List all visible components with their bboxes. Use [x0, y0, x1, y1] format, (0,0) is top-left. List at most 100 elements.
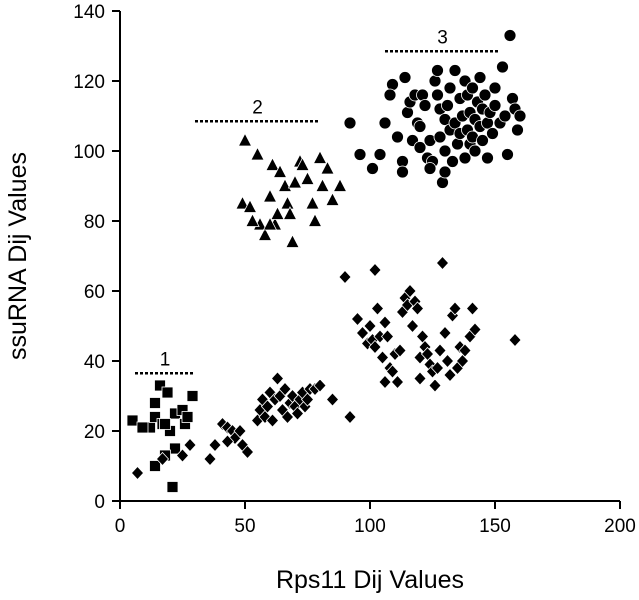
circle-point [353, 148, 367, 161]
diamond-point [508, 332, 522, 348]
diamond-point [375, 350, 390, 365]
y-tick-label: 40 [84, 352, 105, 373]
circle-point [441, 99, 454, 112]
triangle-point [332, 178, 348, 192]
diamond-point [233, 423, 247, 439]
triangle-point [262, 188, 278, 203]
circle-point [438, 165, 452, 179]
circle-point [343, 116, 357, 130]
diamond-point [203, 451, 217, 467]
diamond-point [370, 301, 385, 316]
circle-point [383, 88, 397, 102]
circle-point [451, 137, 464, 151]
triangle-point [245, 213, 260, 227]
diamond-point [430, 360, 445, 376]
diamond-point [433, 343, 447, 358]
circle-point [496, 60, 509, 74]
square-point [169, 442, 181, 455]
diamond-point [368, 339, 382, 355]
diamond-point [338, 269, 352, 285]
diamond-point [290, 406, 305, 421]
diamond-point [405, 318, 420, 334]
diamond-point [270, 371, 285, 386]
circle-point [413, 120, 427, 133]
triangle-point [280, 195, 295, 210]
circle-point [396, 165, 409, 179]
square-point [136, 421, 149, 434]
circle-point [488, 99, 502, 112]
square-point [166, 481, 179, 493]
diamond-point [313, 378, 327, 393]
circle-point [473, 71, 487, 84]
diamond-point [280, 409, 295, 425]
group-label: 3 [437, 27, 448, 48]
diamond-point [448, 301, 462, 316]
diamond-point [465, 301, 480, 316]
y-tick-label: 120 [73, 72, 105, 93]
diamond-point [265, 413, 280, 428]
diamond-point [220, 434, 235, 449]
triangle-point [235, 195, 250, 210]
triangle-point [320, 160, 335, 175]
triangle-point [272, 164, 288, 178]
square-point [186, 390, 199, 402]
triangle-point [295, 157, 310, 171]
y-tick-label: 140 [73, 2, 105, 23]
circle-point [468, 144, 482, 158]
circle-point [431, 64, 444, 77]
x-tick-label: 50 [234, 516, 255, 537]
triangle-point [305, 195, 320, 210]
diamond-point [385, 364, 400, 379]
x-tick-label: 0 [115, 516, 126, 537]
y-tick-label: 60 [84, 282, 105, 303]
diamond-point [443, 367, 457, 383]
circle-point [501, 148, 514, 161]
diamond-point [440, 353, 455, 369]
diamond-point [175, 448, 190, 463]
triangle-point [237, 132, 253, 147]
group-label: 1 [160, 349, 171, 370]
diamond-point [410, 301, 425, 316]
square-point [154, 379, 166, 392]
circle-point [506, 92, 519, 105]
group-label: 2 [252, 97, 263, 118]
circle-point [401, 106, 414, 119]
x-ticks: 0 50 100 150 200 [115, 501, 636, 537]
circle-point [481, 151, 494, 165]
y-axis-title: ssuRNA Dij Values [4, 152, 32, 360]
diamond-point [380, 329, 395, 344]
square-point [159, 418, 171, 430]
diamond-point [393, 343, 407, 358]
diamond-point [458, 343, 472, 358]
diamond-point [183, 437, 197, 453]
circle-point [503, 29, 517, 42]
diamond-point [378, 315, 392, 330]
diamond-point [300, 392, 315, 407]
circle-point [428, 74, 442, 88]
square-point [149, 397, 161, 409]
diamond-point [350, 311, 365, 327]
circle-point [478, 88, 492, 102]
triangle-point [262, 216, 278, 231]
circle-point [448, 64, 462, 77]
diamond-point [438, 325, 452, 341]
y-tick-label: 0 [94, 492, 105, 513]
x-tick-label: 150 [479, 516, 511, 537]
circle-point [513, 109, 527, 123]
circle-point [413, 141, 427, 154]
circle-point [486, 127, 499, 140]
diamond-point [240, 444, 255, 460]
diamond-point [355, 325, 370, 341]
triangle-point [282, 206, 298, 220]
circle-point [373, 148, 387, 161]
square-point [149, 460, 161, 472]
y-tick-label: 80 [84, 212, 105, 233]
y-tick-label: 100 [73, 142, 105, 163]
triangle-point [270, 206, 285, 220]
diamond-point [415, 329, 430, 344]
diamond-point [208, 437, 222, 453]
triangle-point [325, 192, 340, 206]
triangle-point [242, 199, 258, 213]
triangle-point [300, 171, 315, 185]
triangle-point [250, 146, 265, 161]
